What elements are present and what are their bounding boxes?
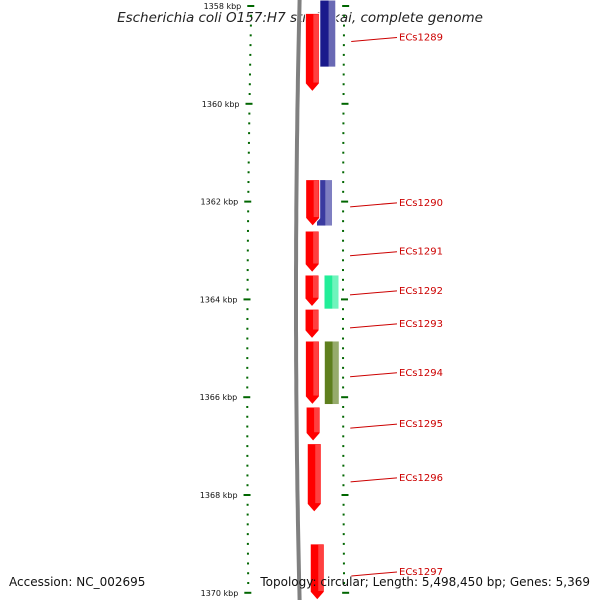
- gene-label: ECs1289: [399, 32, 443, 43]
- gene-label-leader: [350, 477, 398, 483]
- gene-label-leader: [350, 372, 398, 378]
- gene-label: ECs1297: [399, 567, 443, 578]
- accession-text: Accession: NC_002695: [9, 575, 146, 589]
- feature-track-highlight: [328, 0, 336, 68]
- gene-arrow-highlight: [315, 444, 321, 504]
- ruler-labels: 1358 kbp 1360 kbp 1362 kbp 1364 kbp 1366 kbp…: [200, 2, 242, 598]
- ruler-ticks: [243, 5, 350, 594]
- ruler-label: 1362 kbp: [201, 198, 239, 207]
- genome-backbone: [294, 0, 302, 600]
- gene-arrow: [304, 274, 320, 308]
- gene-features: [304, 0, 325, 600]
- gene-arrow-highlight: [313, 341, 319, 396]
- feature-track-highlight: [332, 340, 340, 405]
- feature-track-highlight: [332, 274, 340, 310]
- gene-arrow-highlight: [318, 544, 324, 591]
- feature-tracks: [316, 0, 340, 406]
- ruler-label: 1368 kbp: [200, 491, 238, 500]
- gene-arrow-highlight: [313, 275, 319, 298]
- gene-label: ECs1293: [399, 319, 443, 330]
- gene-label: ECs1290: [399, 198, 443, 209]
- gene-arrow: [306, 443, 322, 513]
- ruler-label: 1366 kbp: [200, 393, 238, 402]
- gene-label: ECs1292: [399, 286, 443, 297]
- topology-text: Topology: circular; Length: 5,498,450 bp…: [260, 575, 590, 589]
- gene-arrow: [304, 308, 320, 340]
- ruler-label: 1360 kbp: [202, 100, 240, 109]
- gene-arrow: [304, 230, 320, 274]
- gene-arrow-highlight: [313, 310, 319, 330]
- gene-arrow: [305, 179, 321, 227]
- gene-arrow-highlight: [314, 407, 320, 433]
- gene-labels: ECs1289 ECs1290 ECs1291 ECs1292 ECs1293 ECs12…: [349, 32, 443, 578]
- gene-label: ECs1294: [399, 368, 443, 379]
- gene-label-leader: [350, 202, 398, 208]
- gene-label-leader: [350, 423, 398, 429]
- gene-arrow: [309, 543, 325, 600]
- gene-label-leader: [349, 251, 398, 257]
- gene-arrow-highlight: [313, 231, 319, 264]
- ruler-label: 1358 kbp: [204, 2, 242, 11]
- gene-label-leader: [351, 571, 398, 577]
- gene-arrow-highlight: [313, 14, 319, 83]
- gene-label: ECs1296: [399, 473, 443, 484]
- feature-track-cog-olive: [323, 340, 340, 406]
- ruler-label: 1364 kbp: [200, 295, 238, 304]
- gene-arrow: [304, 12, 320, 93]
- gene-label-leader: [349, 323, 398, 329]
- gene-arrow-highlight: [313, 180, 319, 218]
- feature-track-highlight: [325, 179, 333, 227]
- ruler-label: 1370 kbp: [201, 589, 239, 598]
- gene-label: ECs1291: [399, 247, 443, 258]
- gene-label: ECs1295: [399, 419, 443, 430]
- feature-track-cog-green: [323, 274, 340, 310]
- gene-arrow: [305, 406, 321, 442]
- gene-label-leader: [349, 290, 398, 296]
- gene-label-leader: [351, 36, 398, 42]
- gene-arrow: [304, 340, 320, 406]
